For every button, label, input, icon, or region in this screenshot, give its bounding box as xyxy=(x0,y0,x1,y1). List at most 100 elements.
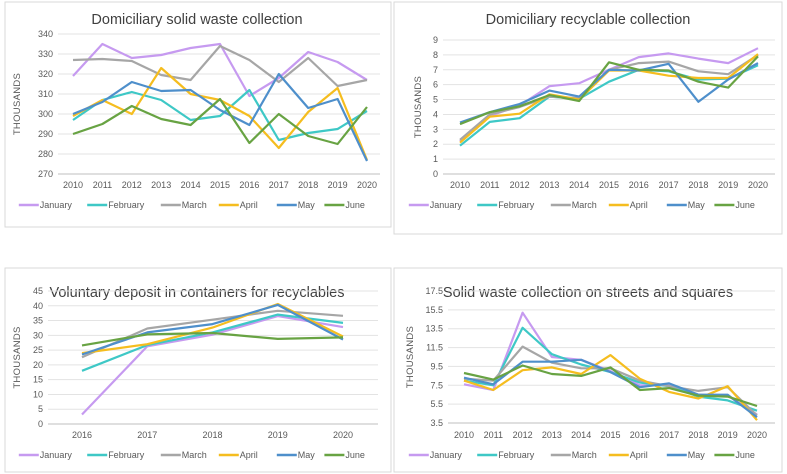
y-tick-label: 10 xyxy=(33,389,43,399)
y-tick-label: 4 xyxy=(433,109,438,119)
x-tick-label: 2020 xyxy=(747,430,767,440)
legend-label: February xyxy=(498,200,535,210)
x-tick-label: 2019 xyxy=(718,180,738,190)
series-line-january xyxy=(72,42,368,98)
x-tick-label: 2018 xyxy=(298,180,318,190)
y-tick-label: 9.5 xyxy=(430,361,443,371)
legend-label: February xyxy=(108,450,145,460)
x-tick-label: 2018 xyxy=(202,430,222,440)
x-tick-label: 2020 xyxy=(333,430,353,440)
y-tick-label: 7 xyxy=(433,65,438,75)
x-tick-label: 2010 xyxy=(454,430,474,440)
y-tick-label: 45 xyxy=(33,286,43,296)
x-tick-label: 2010 xyxy=(63,180,83,190)
y-axis-label: THOUSANDS xyxy=(12,73,23,135)
chart-title: Domiciliary solid waste collection xyxy=(91,12,302,28)
legend-label: February xyxy=(498,450,535,460)
chart-panel xyxy=(393,1,783,235)
x-tick-label: 2011 xyxy=(93,180,112,190)
legend-label: June xyxy=(735,200,755,210)
series-line-june xyxy=(81,331,344,347)
legend-label: February xyxy=(108,200,145,210)
y-tick-label: 2 xyxy=(433,139,438,149)
x-tick-label: 2014 xyxy=(571,430,591,440)
y-tick-label: 320 xyxy=(38,69,53,79)
y-axis-label: THOUSANDS xyxy=(413,76,424,138)
y-tick-label: 35 xyxy=(33,316,43,326)
y-tick-label: 5 xyxy=(38,404,43,414)
chart-title: Voluntary deposit in containers for recy… xyxy=(50,285,345,301)
x-tick-label: 2016 xyxy=(239,180,259,190)
y-tick-label: 310 xyxy=(38,89,53,99)
series-line-april xyxy=(81,302,344,355)
x-tick-label: 2010 xyxy=(450,180,470,190)
series-line-june xyxy=(459,55,759,126)
x-tick-label: 2017 xyxy=(269,180,289,190)
x-tick-label: 2018 xyxy=(688,180,708,190)
legend-label: May xyxy=(298,450,316,460)
y-tick-label: 5.5 xyxy=(430,399,443,409)
series-line-june xyxy=(463,364,758,408)
legend-label: March xyxy=(182,200,207,210)
x-tick-label: 2020 xyxy=(748,180,768,190)
x-tick-label: 2015 xyxy=(600,430,620,440)
series-line-may xyxy=(72,72,368,162)
x-tick-label: 2020 xyxy=(357,180,377,190)
legend-label: April xyxy=(630,200,648,210)
x-tick-label: 2015 xyxy=(599,180,619,190)
y-tick-label: 9 xyxy=(433,35,438,45)
y-tick-label: 330 xyxy=(38,49,53,59)
legend-label: April xyxy=(240,450,258,460)
series-line-june xyxy=(72,97,368,146)
x-tick-label: 2011 xyxy=(480,180,499,190)
x-tick-label: 2011 xyxy=(484,430,503,440)
x-tick-label: 2012 xyxy=(513,430,533,440)
chart-title: Solid waste collection on streets and sq… xyxy=(443,285,733,301)
y-tick-label: 20 xyxy=(33,360,43,370)
y-tick-label: 5 xyxy=(433,95,438,105)
y-tick-label: 0 xyxy=(433,169,438,179)
x-tick-label: 2016 xyxy=(72,430,92,440)
x-tick-label: 2012 xyxy=(510,180,530,190)
x-tick-label: 2013 xyxy=(151,180,171,190)
y-tick-label: 13.5 xyxy=(425,324,443,334)
x-tick-label: 2017 xyxy=(137,430,157,440)
legend-label: March xyxy=(572,450,597,460)
x-tick-label: 2016 xyxy=(630,430,650,440)
series-line-may xyxy=(81,303,344,356)
legend-label: March xyxy=(182,450,207,460)
y-tick-label: 15 xyxy=(33,375,43,385)
legend-label: June xyxy=(735,450,755,460)
chart-title: Domiciliary recyclable collection xyxy=(486,12,691,28)
x-tick-label: 2014 xyxy=(181,180,201,190)
legend-label: January xyxy=(430,450,463,460)
legend-label: March xyxy=(572,200,597,210)
x-tick-label: 2013 xyxy=(542,430,562,440)
series-line-february xyxy=(72,88,368,142)
chart-panel xyxy=(4,267,392,473)
series-line-february xyxy=(459,64,759,147)
y-tick-label: 11.5 xyxy=(426,343,443,353)
y-tick-label: 280 xyxy=(38,149,53,159)
y-tick-label: 340 xyxy=(38,29,53,39)
chart-3: Voluntary deposit in containers for recy… xyxy=(4,267,392,473)
x-tick-label: 2016 xyxy=(629,180,649,190)
legend-label: May xyxy=(688,200,706,210)
legend-label: January xyxy=(430,200,463,210)
legend-label: May xyxy=(298,200,316,210)
x-tick-label: 2017 xyxy=(659,180,679,190)
chart-1: Domiciliary solid waste collection THOUSA… xyxy=(4,1,392,228)
y-tick-label: 17.5 xyxy=(425,286,443,296)
y-tick-label: 8 xyxy=(433,50,438,60)
series-line-may xyxy=(459,62,759,124)
y-tick-label: 1 xyxy=(433,154,438,164)
y-tick-label: 30 xyxy=(33,330,43,340)
x-tick-label: 2013 xyxy=(539,180,559,190)
y-tick-label: 40 xyxy=(33,301,43,311)
chart-4: Solid waste collection on streets and sq… xyxy=(393,267,783,473)
y-tick-label: 290 xyxy=(38,129,53,139)
legend-label: April xyxy=(240,200,258,210)
y-tick-label: 270 xyxy=(38,169,53,179)
x-tick-label: 2018 xyxy=(688,430,708,440)
